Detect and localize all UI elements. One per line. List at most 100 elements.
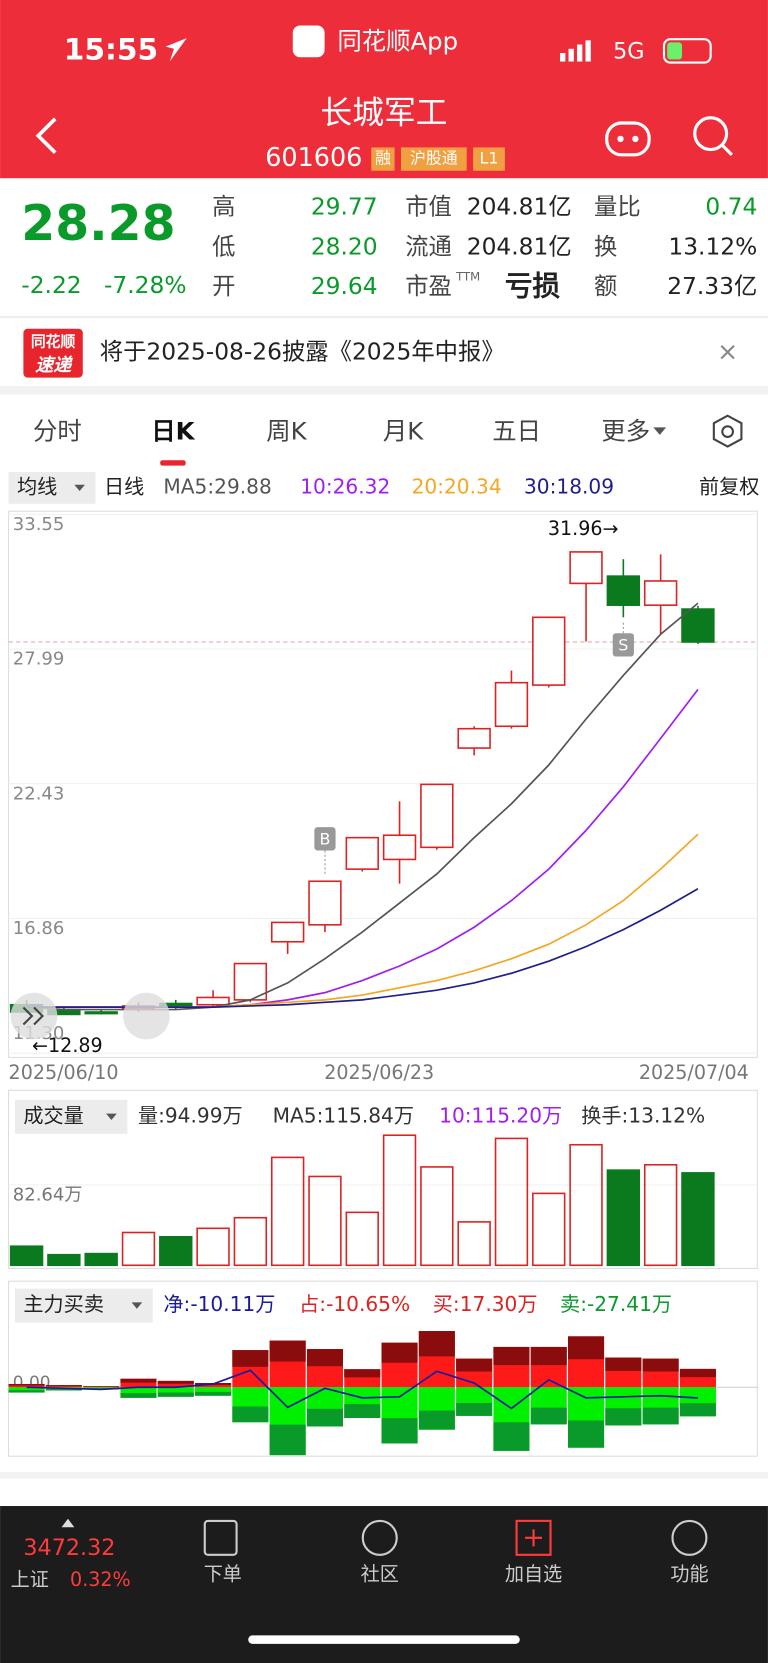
sell-bar-dark xyxy=(530,1407,567,1425)
marker-text: B xyxy=(320,829,331,848)
nav-item[interactable]: 社区 xyxy=(361,1562,399,1585)
ma-legend: MA5:29.88 xyxy=(163,474,271,498)
dropdown-arrow xyxy=(653,427,667,435)
index-name: 上证 xyxy=(11,1568,49,1591)
candle-body xyxy=(308,880,342,926)
app-name: 同花顺App xyxy=(337,26,458,55)
volume-bar xyxy=(121,1231,156,1267)
location-icon xyxy=(165,38,187,62)
volume-bar xyxy=(270,1156,305,1267)
order-icon xyxy=(203,1519,238,1556)
marker-box xyxy=(612,633,634,657)
field-value: 204.81亿 xyxy=(467,192,572,220)
settings-icon[interactable] xyxy=(712,414,743,448)
candle-body xyxy=(84,1011,118,1015)
settings-icon-center xyxy=(721,425,734,439)
sell-bar xyxy=(157,1387,194,1397)
tab-indicator xyxy=(160,460,186,466)
volume-bar xyxy=(457,1221,491,1267)
buy-bar-dark xyxy=(45,1385,82,1387)
tab[interactable]: 分时 xyxy=(33,417,82,446)
buy-bar-dark xyxy=(232,1350,269,1367)
buy-bar-dark xyxy=(493,1346,530,1366)
buy-bar-dark xyxy=(679,1368,716,1378)
gap xyxy=(0,1472,768,1479)
tab[interactable]: 周K xyxy=(266,417,307,446)
robot-icon[interactable] xyxy=(605,121,651,157)
index-value[interactable]: 3472.32 xyxy=(23,1535,115,1561)
sell-bar-dark xyxy=(344,1404,381,1419)
volume-info: 10:115.20万 xyxy=(439,1103,562,1127)
change: -2.22 xyxy=(21,271,81,299)
main-selector[interactable] xyxy=(14,1288,153,1323)
sell-bar xyxy=(120,1387,157,1398)
close-notice[interactable] xyxy=(720,345,735,360)
adjust[interactable]: 前复权 xyxy=(699,474,759,498)
dropdown-arrow xyxy=(74,484,85,492)
nav-item[interactable]: 加自选 xyxy=(505,1562,562,1585)
y-tick-label: 82.64万 xyxy=(13,1184,83,1205)
tag-text: 融 xyxy=(375,149,391,168)
sell-bar-dark xyxy=(568,1420,605,1448)
main-frame xyxy=(8,1280,758,1457)
field-label: 换 xyxy=(594,233,617,261)
tag xyxy=(400,147,467,171)
volume-bar xyxy=(159,1235,193,1267)
buy-bar-dark xyxy=(344,1369,381,1378)
field-value: 204.81亿 xyxy=(467,233,572,261)
notice-text[interactable]: 将于2025-08-26披露《2025年中报》 xyxy=(100,338,505,366)
candle-body xyxy=(382,834,417,861)
volume-bar xyxy=(9,1245,44,1267)
badge-text: 同花顺 xyxy=(31,333,76,351)
nav-item[interactable]: 功能 xyxy=(670,1562,708,1585)
battery-level xyxy=(667,42,683,60)
buy-bar-dark xyxy=(530,1346,567,1366)
candle-body xyxy=(345,836,379,870)
field-label: 市盈 xyxy=(405,272,452,300)
volume-bar xyxy=(308,1175,342,1267)
search-icon[interactable] xyxy=(693,116,733,156)
add-icon xyxy=(515,1519,552,1556)
buy-bar xyxy=(83,1386,120,1388)
ma-line xyxy=(26,602,699,1011)
sell-bar-dark xyxy=(493,1422,530,1451)
expand-button[interactable] xyxy=(10,992,58,1040)
candle-body xyxy=(569,551,603,585)
buy-bar-dark xyxy=(642,1358,679,1372)
network: 5G xyxy=(613,38,644,64)
kline-frame xyxy=(8,510,758,1058)
y-tick-label: 27.99 xyxy=(13,649,65,670)
buy-bar-dark xyxy=(381,1342,418,1363)
buy-bar xyxy=(8,1384,45,1388)
candle-body xyxy=(420,783,454,849)
ma-legend: 20:20.34 xyxy=(412,474,502,498)
tag-text: L1 xyxy=(480,149,499,168)
zoom-button[interactable] xyxy=(123,992,170,1040)
nav-item[interactable]: 下单 xyxy=(204,1562,242,1585)
volume-bar xyxy=(382,1134,417,1267)
sell-bar xyxy=(83,1387,120,1390)
volume-info: MA5:115.84万 xyxy=(273,1103,414,1127)
tab[interactable]: 五日 xyxy=(492,417,541,446)
tab[interactable]: 月K xyxy=(383,417,424,446)
field-label: 市值 xyxy=(405,192,452,220)
candle-body xyxy=(196,996,230,1006)
ma-legend: 10:26.32 xyxy=(300,474,390,498)
field-value: 27.33亿 xyxy=(667,272,757,300)
back-button[interactable] xyxy=(35,117,57,155)
y-tick-label: 16.86 xyxy=(13,918,65,939)
main-info: 买:17.30万 xyxy=(433,1292,538,1316)
volume-selector[interactable] xyxy=(14,1099,128,1134)
sell-bar-dark xyxy=(8,1390,45,1393)
buy-bar-dark xyxy=(605,1357,642,1371)
volume-info: 量:94.99万 xyxy=(138,1103,243,1127)
candle-body xyxy=(681,608,715,643)
price: 28.28 xyxy=(21,195,175,252)
sell-bar-dark xyxy=(45,1388,82,1391)
period: 日线 xyxy=(104,474,144,498)
volume-bar xyxy=(345,1211,379,1267)
tab[interactable]: 日K xyxy=(151,417,195,446)
tab[interactable]: 更多 xyxy=(601,417,650,446)
